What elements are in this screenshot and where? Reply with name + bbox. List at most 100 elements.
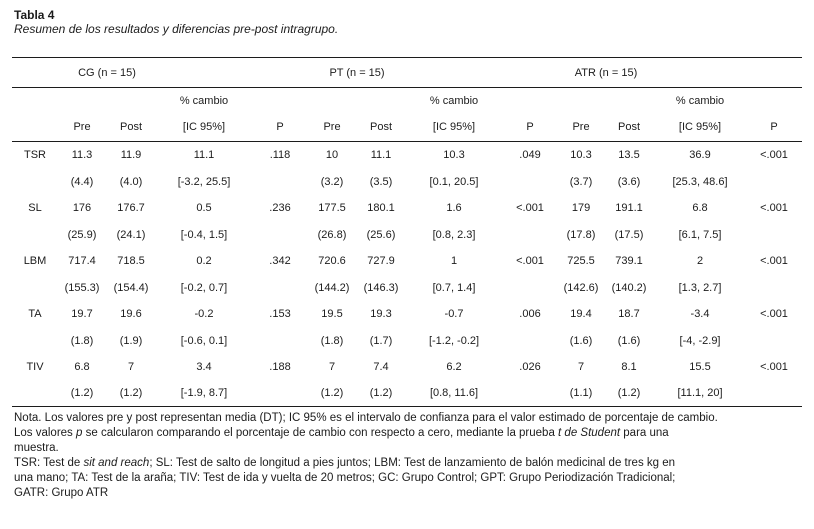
- sd-cell: [252, 275, 308, 301]
- pct-change-header: % cambio: [675, 94, 725, 107]
- value-cell: 36.9: [689, 149, 711, 162]
- value-cell: <.001: [760, 308, 788, 320]
- sd-cell: (1.2): [119, 387, 143, 400]
- value-cell: 2: [696, 255, 704, 267]
- value-cell: 718.5: [117, 255, 145, 267]
- sd-cell: (26.8): [317, 228, 347, 241]
- group-header-row: CG (n = 15) PT (n = 15) ATR (n = 15): [12, 57, 803, 88]
- pct-change-header: % cambio: [179, 94, 229, 107]
- col-header-ic95: [IC 95%]: [406, 113, 503, 142]
- col-header-post: Post: [106, 113, 156, 142]
- sd-cell: (144.2): [314, 281, 350, 294]
- value-cell: 6.2: [446, 361, 462, 373]
- sd-cell: [746, 381, 802, 407]
- value-cell: <.001: [760, 361, 788, 373]
- col-header-ic95: [IC 95%]: [156, 113, 252, 142]
- value-cell: -0.7: [444, 308, 464, 320]
- sd-cell: [746, 328, 802, 354]
- spacer-cell: [746, 88, 802, 114]
- sd-cell: [6.1, 7.5]: [678, 228, 722, 241]
- value-cell: 7.4: [373, 361, 389, 373]
- sd-cell: (146.3): [363, 281, 399, 294]
- col-header-p: P: [746, 113, 803, 142]
- value-cell: 7: [328, 361, 336, 373]
- table-row-sd: (1.2) (1.2) [-1.9, 8.7] (1.2) (1.2) [0.8, 11.…: [12, 381, 802, 407]
- value-cell: .236: [269, 202, 291, 214]
- value-cell: 8.1: [621, 361, 637, 373]
- sd-cell: [25.3, 48.6]: [672, 175, 728, 188]
- table-title: Resumen de los resultados y diferencias …: [14, 22, 339, 36]
- sd-cell: [0.8, 2.3]: [432, 228, 476, 241]
- group-header-pt: PT (n = 15): [308, 57, 407, 88]
- sd-cell: (155.3): [64, 281, 100, 294]
- pct-change-row: % cambio % cambio % cambio: [12, 88, 802, 114]
- value-cell: .153: [269, 308, 291, 320]
- sd-cell: [-0.6, 0.1]: [180, 334, 228, 347]
- col-header-p: P: [502, 113, 559, 142]
- column-header-row: Pre Post [IC 95%] P Pre Post [IC 95%] P …: [12, 113, 803, 142]
- sd-cell: [1.3, 2.7]: [678, 281, 722, 294]
- pct-change-header: % cambio: [429, 94, 479, 107]
- value-cell: 11.9: [120, 149, 142, 162]
- value-cell: .118: [269, 149, 291, 162]
- value-cell: 6.8: [692, 202, 708, 214]
- value-cell: 176: [72, 202, 92, 214]
- col-header-post: Post: [604, 113, 655, 142]
- spacer-cell: [12, 222, 58, 248]
- row-label: SL: [28, 202, 42, 214]
- sd-cell: [-0.2, 0.7]: [180, 281, 228, 294]
- value-cell: -0.2: [194, 308, 214, 320]
- sd-cell: (1.6): [569, 334, 593, 347]
- note-line: Los valores p se calcularon comparando e…: [14, 427, 669, 439]
- value-cell: 0.5: [196, 202, 212, 214]
- sd-cell: (1.2): [617, 387, 641, 400]
- value-cell: 727.9: [367, 255, 395, 267]
- spacer-cell: [12, 88, 58, 114]
- value-cell: 180.1: [367, 202, 395, 214]
- sd-cell: (1.2): [70, 387, 94, 400]
- sd-cell: [0.7, 1.4]: [432, 281, 476, 294]
- table-row-sd: (25.9) (24.1) [-0.4, 1.5] (26.8) (25.6) [0.8,…: [12, 222, 802, 248]
- sd-cell: [-0.4, 1.5]: [180, 228, 228, 241]
- note-line: TSR: Test de sit and reach; SL: Test de …: [14, 457, 676, 469]
- table-row-sd: (1.8) (1.9) [-0.6, 0.1] (1.8) (1.7) [-1.2, -0…: [12, 328, 802, 354]
- value-cell: 7: [577, 361, 585, 373]
- table-row: TIV 6.8 7 3.4 .188 7 7.4 6.2 .026 7 8.1 15.5 <.001: [12, 354, 802, 381]
- spacer-cell: [12, 169, 58, 195]
- spacer-cell: [654, 57, 803, 88]
- sd-cell: (3.2): [320, 175, 344, 188]
- sd-cell: (1.2): [320, 387, 344, 400]
- sd-cell: (1.8): [320, 334, 344, 347]
- value-cell: 7: [127, 361, 135, 373]
- row-label: LBM: [23, 255, 47, 267]
- row-label: TIV: [26, 361, 44, 373]
- value-cell: -3.4: [690, 308, 710, 320]
- table-row: SL 176 176.7 0.5 .236 177.5 180.1 1.6 <.001 179 19…: [12, 195, 802, 222]
- sd-cell: [502, 222, 558, 248]
- value-cell: <.001: [516, 255, 544, 267]
- sd-cell: (4.4): [70, 175, 94, 188]
- value-cell: 6.8: [74, 361, 90, 373]
- value-cell: 10.3: [570, 149, 592, 162]
- value-cell: 3.4: [196, 361, 212, 373]
- row-label: TSR: [24, 149, 46, 162]
- sd-cell: (3.5): [369, 175, 393, 188]
- note-line: GATR: Grupo ATR: [14, 487, 109, 499]
- sd-cell: (17.8): [566, 228, 596, 241]
- note-line: muestra.: [14, 442, 59, 454]
- note-line: Nota. Los valores pre y post representan…: [14, 412, 718, 424]
- sd-cell: [502, 275, 558, 301]
- sd-cell: [11.1, 20]: [677, 387, 723, 400]
- value-cell: <.001: [760, 255, 788, 267]
- value-cell: 18.7: [618, 308, 640, 320]
- sd-cell: (1.9): [119, 334, 143, 347]
- spacer-cell: [12, 328, 58, 354]
- col-header-pre: Pre: [58, 113, 106, 142]
- spacer-cell: [406, 57, 559, 88]
- spacer-cell: [252, 88, 308, 114]
- col-header-pre: Pre: [558, 113, 605, 142]
- table-number: Tabla 4: [14, 8, 55, 22]
- sd-cell: (17.5): [614, 228, 644, 241]
- sd-cell: [0.8, 11.6]: [429, 387, 479, 400]
- sd-cell: [252, 222, 308, 248]
